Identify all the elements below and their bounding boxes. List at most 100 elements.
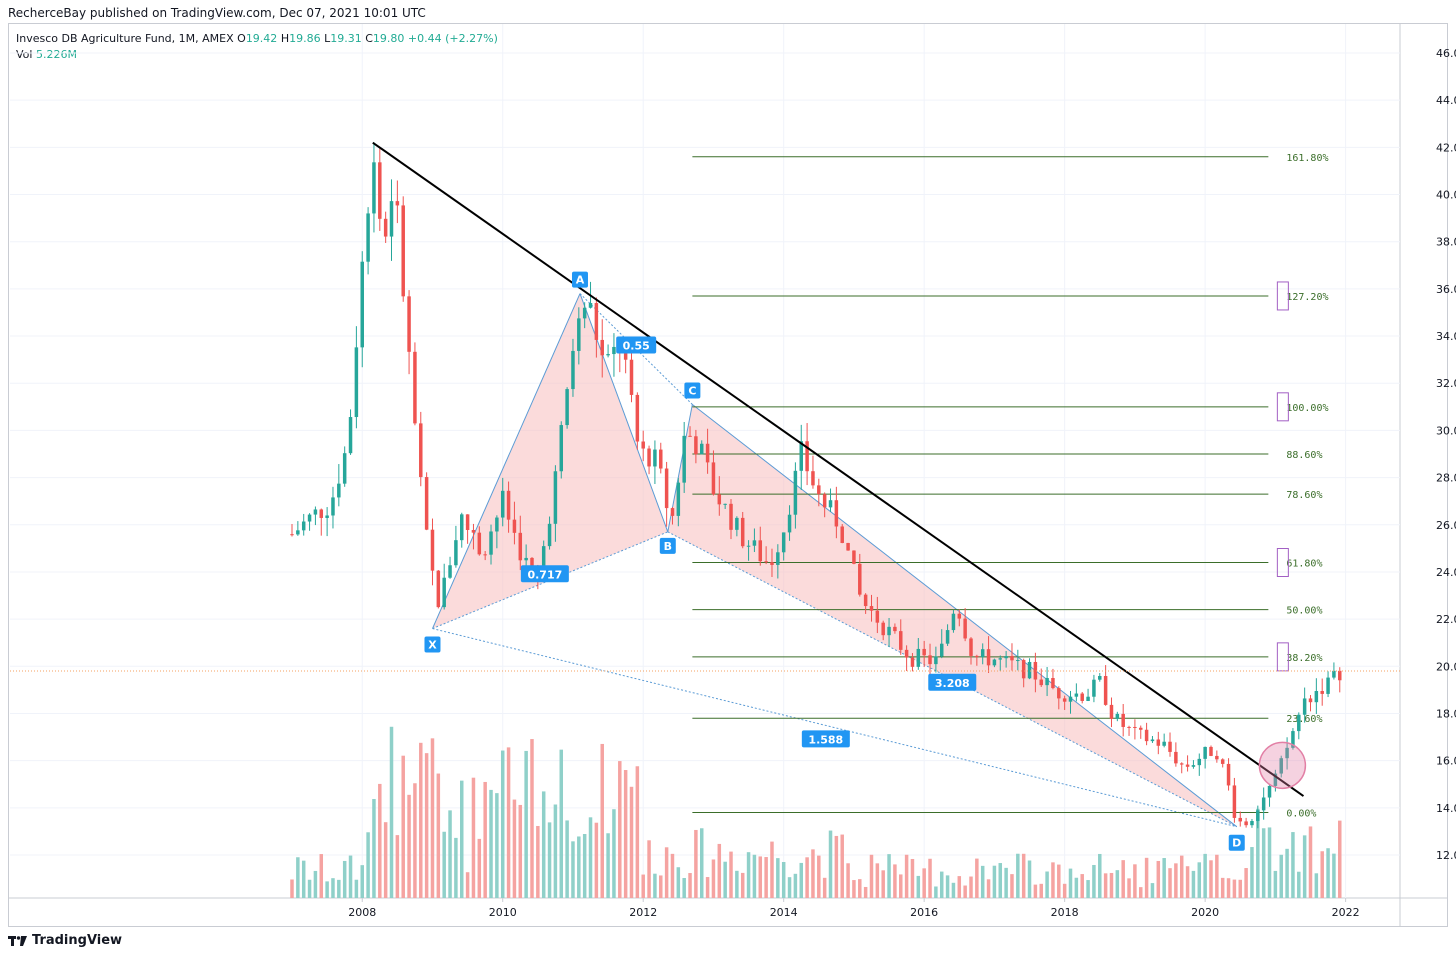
- candle-body: [1010, 656, 1014, 661]
- volume-bar: [840, 834, 844, 898]
- volume-bar: [436, 773, 441, 898]
- volume-bar: [307, 879, 312, 898]
- candle-body: [1045, 678, 1049, 686]
- candle-body: [395, 201, 400, 206]
- candle-body: [342, 453, 347, 484]
- candle-body: [1027, 661, 1032, 679]
- volume-bar: [1016, 853, 1020, 898]
- ratio-label-bg: [616, 336, 657, 354]
- y-tick-label: 42.00: [1436, 141, 1456, 154]
- candle-body: [430, 529, 435, 571]
- candle-body: [1074, 693, 1079, 697]
- candle-body: [752, 540, 757, 546]
- candle-body: [1150, 739, 1155, 742]
- volume-bar: [694, 829, 698, 898]
- volume-bar: [1103, 873, 1108, 898]
- point-label-a: A: [576, 274, 585, 287]
- volume-bar: [594, 822, 599, 898]
- volume-bar: [945, 875, 950, 898]
- volume-bar: [413, 783, 417, 898]
- volume-bar: [852, 880, 856, 898]
- candle-body: [1267, 785, 1272, 798]
- volume-bar: [793, 873, 798, 898]
- candle-body: [717, 494, 722, 505]
- candle-body: [1250, 821, 1254, 826]
- candle-body: [319, 509, 324, 518]
- x-tick-label: 2022: [1332, 906, 1360, 919]
- volume-bar: [1062, 883, 1067, 898]
- candle-body: [1256, 810, 1260, 822]
- volume-bar: [1250, 847, 1254, 898]
- volume-bar: [688, 873, 692, 898]
- volume-bar: [899, 874, 903, 898]
- candle-body: [530, 557, 534, 568]
- candle-body: [939, 643, 944, 657]
- volume-bar: [559, 749, 564, 898]
- candle-body: [799, 441, 803, 471]
- candle-body: [969, 638, 973, 656]
- candle-body: [1302, 698, 1307, 715]
- volume-bar: [1039, 883, 1043, 898]
- publish-header: RecherceBay published on TradingView.com…: [8, 6, 426, 20]
- point-label-bg: [1228, 834, 1245, 851]
- volume-bar: [969, 876, 973, 898]
- volume-bar: [1144, 857, 1149, 898]
- candle-body: [1039, 679, 1043, 686]
- volume-bar: [536, 825, 540, 898]
- fib-highlight-box: [1276, 281, 1289, 311]
- candle-body: [1285, 747, 1289, 759]
- candle-body: [846, 542, 850, 551]
- candle-body: [360, 261, 364, 348]
- candle-body: [1033, 661, 1038, 680]
- volume-bar: [489, 789, 493, 898]
- candle-body: [904, 649, 909, 658]
- volume-bar: [541, 791, 546, 898]
- volume-bar: [869, 854, 874, 898]
- candle-body: [828, 500, 833, 508]
- candle-body: [922, 648, 926, 656]
- candle-body: [887, 626, 891, 636]
- candle-body: [331, 497, 335, 516]
- candle-body: [383, 218, 388, 237]
- candle-body: [676, 482, 681, 516]
- volume-bar: [828, 830, 833, 898]
- candle-body: [1232, 785, 1237, 818]
- volume-bar: [313, 870, 318, 898]
- volume-bar: [1027, 860, 1032, 898]
- candle-body: [840, 526, 844, 543]
- candle-body: [711, 462, 716, 495]
- candle-body: [506, 490, 511, 520]
- candle-body: [354, 347, 359, 418]
- candle-body: [465, 514, 470, 530]
- candle-body: [975, 655, 979, 658]
- candle-body: [928, 655, 932, 665]
- candle-body: [1209, 746, 1213, 756]
- volume-bar: [618, 761, 622, 898]
- volume-bar: [1215, 854, 1219, 898]
- trendline: [372, 141, 1305, 797]
- volume-bar: [325, 881, 329, 898]
- candle-body: [822, 494, 827, 508]
- candle-body: [442, 577, 446, 608]
- volume-bar: [471, 777, 476, 898]
- candle-body: [1179, 763, 1184, 765]
- candle-body: [647, 448, 651, 467]
- candle-body: [834, 500, 839, 527]
- volume-bar: [822, 877, 827, 898]
- candle-body: [518, 532, 523, 561]
- volume-bar: [735, 870, 739, 898]
- volume-bar: [1033, 884, 1038, 898]
- candle-body: [659, 449, 663, 469]
- trendline-group: [10, 141, 1400, 797]
- volume-bar: [817, 855, 821, 898]
- candle-body: [1092, 679, 1096, 697]
- candle-body: [863, 594, 868, 607]
- candle-body: [899, 631, 903, 650]
- x-tick-label: 2010: [489, 906, 517, 919]
- ratio-label-bg: [520, 565, 569, 583]
- candle-body: [781, 532, 786, 553]
- volume-bars: [290, 726, 1342, 898]
- candle-body: [483, 554, 487, 556]
- volume-bar: [647, 840, 651, 898]
